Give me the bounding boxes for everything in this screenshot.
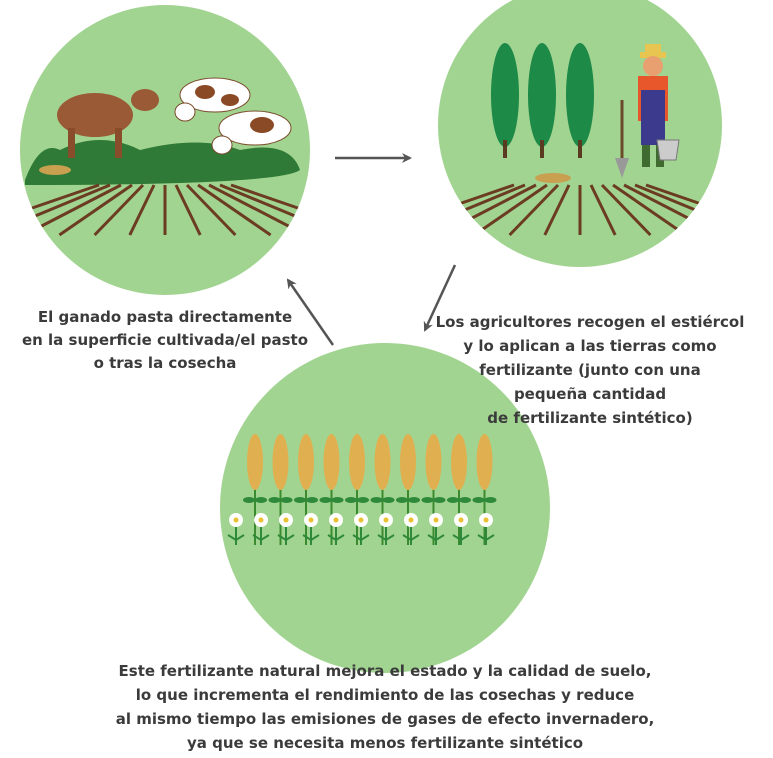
caption-line: Los agricultores recogen el estiércol <box>436 313 745 331</box>
caption-line: Este fertilizante natural mejora el esta… <box>119 662 652 680</box>
daisy-leaves <box>377 527 395 545</box>
leaf <box>370 497 383 503</box>
furrow <box>543 184 571 236</box>
daisy-center <box>258 517 264 523</box>
caption-line: pequeña cantidad <box>514 385 666 403</box>
leaf <box>459 497 471 503</box>
furrow <box>174 184 202 236</box>
leaf <box>357 497 369 503</box>
wheat-ear <box>272 434 289 490</box>
caption-line: fertilizante (junto con una <box>479 361 700 379</box>
leaf <box>396 497 408 503</box>
caption-line: o tras la cosecha <box>94 354 237 372</box>
leaf <box>294 497 306 503</box>
furrow <box>185 183 237 237</box>
leaf <box>382 497 395 503</box>
leaf <box>306 497 318 503</box>
furrow <box>219 183 310 237</box>
daisy-center <box>333 517 339 523</box>
furrow <box>473 183 548 237</box>
wheat-ear <box>425 434 442 490</box>
leaf <box>472 497 485 503</box>
furrow <box>128 184 156 236</box>
leaf <box>280 497 293 503</box>
wheat-ear <box>374 434 391 490</box>
leaf <box>319 497 332 503</box>
caption-line: en la superficie cultivada/el pasto <box>22 331 308 349</box>
daisy-center <box>458 517 464 523</box>
daisy-leaves <box>227 527 245 545</box>
caption-line: al mismo tiempo las emisiones de gases d… <box>116 710 655 728</box>
wheat-ear <box>323 434 340 490</box>
furrow <box>58 183 133 237</box>
daisy-center <box>358 517 364 523</box>
wheat-ear <box>349 434 365 490</box>
wheat-ear <box>400 434 416 490</box>
leaf <box>345 497 357 503</box>
leaf <box>243 497 255 503</box>
arrow <box>423 264 457 332</box>
wheat-ear <box>476 434 493 490</box>
daisy-leaves <box>402 527 420 545</box>
leaf <box>421 497 434 503</box>
caption-line: de fertilizante sintético) <box>487 409 692 427</box>
leaf <box>408 497 420 503</box>
leaf <box>433 497 446 503</box>
daisy-leaves <box>452 527 470 545</box>
crops-illustration <box>227 434 497 545</box>
leaf <box>331 497 344 503</box>
wheat-ear <box>247 434 263 490</box>
daisy-leaves <box>477 527 495 545</box>
furrow <box>589 184 617 236</box>
caption-line: y lo aplican a las tierras como <box>463 337 716 355</box>
daisy-leaves <box>352 527 370 545</box>
furrow <box>612 183 687 237</box>
daisy-center <box>283 517 289 523</box>
daisy-leaves <box>302 527 320 545</box>
caption-line: El ganado pasta directamente <box>38 308 292 326</box>
daisy-center <box>308 517 314 523</box>
daisy-leaves <box>252 527 270 545</box>
arrow <box>286 278 335 346</box>
daisy-center <box>433 517 439 523</box>
daisy-center <box>483 517 489 523</box>
caption-line: lo que incrementa el rendimiento de las … <box>136 686 635 704</box>
furrow <box>93 183 145 237</box>
furrow <box>508 183 560 237</box>
wheat-ear <box>451 434 467 490</box>
leaf <box>268 497 281 503</box>
furrow <box>197 183 272 237</box>
leaf <box>255 497 267 503</box>
wheat-ear <box>298 434 314 490</box>
daisy-leaves <box>427 527 445 545</box>
caption-line: ya que se necesita menos fertilizante si… <box>187 734 583 752</box>
circle-crops <box>220 343 550 673</box>
daisy-center <box>408 517 414 523</box>
leaf <box>447 497 459 503</box>
leaf <box>484 497 497 503</box>
furrow <box>20 183 111 237</box>
daisy-leaves <box>327 527 345 545</box>
daisy-center <box>383 517 389 523</box>
daisy-center <box>233 517 239 523</box>
furrow <box>600 183 652 237</box>
daisy-leaves <box>277 527 295 545</box>
